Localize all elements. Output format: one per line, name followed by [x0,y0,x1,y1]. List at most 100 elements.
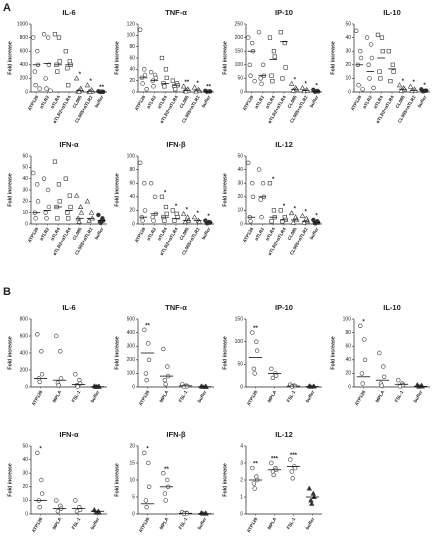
significance-label: * [164,190,167,196]
data-point [290,87,296,93]
data-point [65,66,70,71]
x-tick-label: buffer [94,226,105,240]
data-point [55,509,61,514]
y-tick-label: 200 [235,35,244,41]
y-tick-label: 60 [129,55,135,61]
x-tick-label: buffer [197,516,208,530]
data-point [151,84,156,89]
data-point [165,477,170,483]
x-tick-label: αTLR2 [39,226,51,241]
y-tick-label: 20 [129,208,135,214]
y-tick-label: 0 [132,511,135,517]
significance-label: ** [185,80,190,86]
x-tick-label: ATP128 [134,94,147,111]
chart-title: IL-10 [383,8,401,17]
chart-title: IFN-β [166,140,186,149]
data-point [360,381,365,386]
y-tick-label: 30 [22,187,28,193]
data-point [48,88,53,93]
data-point [259,81,264,87]
data-point [56,383,61,388]
data-point [267,35,273,40]
data-point [269,460,274,466]
chart: IL-12 Fold increase 0 1 2 3 4 ATP128 ** MPLA *** FS… [222,430,322,533]
data-point [390,62,395,67]
y-tick-label: 50 [237,76,243,82]
x-tick-label: buffer [201,94,212,108]
data-point [191,214,198,220]
x-tick-label: CL085 [72,226,83,241]
y-axis-label: Fold increase [222,463,228,497]
data-point [283,65,288,70]
y-tick-label: 600 [20,49,29,55]
significance-label: * [197,81,200,87]
data-point [310,490,317,496]
data-point [164,75,169,80]
y-tick-label: 50 [237,153,243,159]
significance-label: *** [290,453,298,459]
data-point [35,182,40,187]
y-tick-label: 10 [345,76,351,82]
x-tick-label: buffer [94,94,105,108]
data-point [35,332,40,337]
y-tick-label: 40 [237,167,243,173]
data-point [289,469,295,474]
y-tick-label: 80 [129,167,135,173]
x-tick-label: MPLA [159,389,170,403]
data-point [278,208,283,213]
x-tick-label: αTLR4 [50,226,62,241]
data-point [39,491,45,496]
data-point [73,372,78,377]
data-point [63,49,68,54]
data-point [159,55,165,61]
data-point [63,176,68,181]
chart-title: IL-10 [383,303,401,312]
data-point [246,160,251,166]
y-tick-label: 20 [129,443,135,449]
data-point [360,87,365,92]
x-tick-label: ATP128 [350,94,363,111]
data-point [142,327,147,333]
y-tick-label: 120 [127,21,136,27]
data-point [289,384,295,389]
data-point [388,79,393,84]
x-tick-label: ATP128 [246,516,259,533]
y-axis-label: Fold increase [114,336,120,370]
data-point [73,192,80,198]
data-point [380,49,385,54]
data-point [78,209,85,215]
x-tick-label: buffer [309,94,320,108]
y-tick-label: 100 [127,371,136,377]
y-tick-label: 40 [129,67,135,73]
y-tick-label: 250 [235,21,244,27]
data-point [175,215,180,220]
significance-label: * [272,177,275,183]
data-point [46,62,52,68]
significance-label: * [79,72,82,78]
chart: IL-6 Fold increase 0 200 400 600 800 ATP128 MPLA… [7,303,107,406]
data-point [44,86,49,91]
data-point [54,333,59,339]
data-point [256,29,262,35]
significance-label: * [315,83,318,89]
y-tick-label: 100 [235,339,244,345]
chart: IL-12 Fold increase 0 10 20 30 40 50 ATP128 αTLR2… [222,140,322,256]
data-point [377,69,382,74]
significance-label: *** [271,457,279,463]
data-point [162,378,168,383]
significance-label: * [90,79,93,85]
data-point [386,49,391,54]
data-point [301,219,307,225]
y-tick-label: 0 [132,221,135,227]
data-point [250,330,255,335]
y-tick-label: 50 [237,362,243,368]
y-tick-label: 40 [345,357,351,363]
data-point [354,28,359,33]
data-point [379,35,385,40]
chart: IFN-α Fold increase 0 10 20 30 40 50 ATP128 * MPLA… [7,430,107,533]
chart: IL-10 Fold increase 0 20 40 60 80 100 ATP128 * MPL… [330,303,430,406]
data-point [252,486,257,491]
x-tick-label: buffer [305,389,316,403]
